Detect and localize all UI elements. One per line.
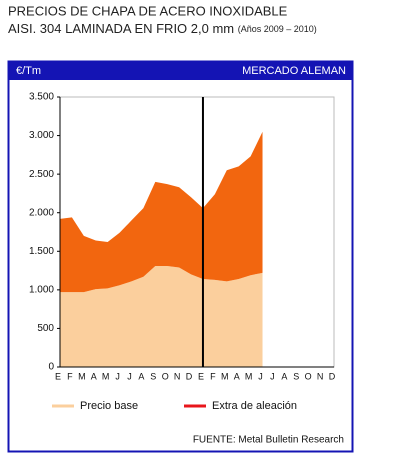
x-tick-label: F bbox=[67, 371, 73, 381]
x-tick-label: M bbox=[78, 371, 86, 381]
x-tick-label: M bbox=[221, 371, 229, 381]
y-axis-label: €/Tm bbox=[16, 65, 41, 77]
x-tick-label: S bbox=[293, 371, 299, 381]
y-tick-label: 3.000 bbox=[29, 130, 54, 141]
y-tick-label: 3.500 bbox=[29, 92, 54, 103]
subtitle-note: (Años 2009 – 2010) bbox=[238, 24, 317, 34]
x-tick-label: D bbox=[186, 371, 193, 381]
x-tick-label: J bbox=[258, 371, 263, 381]
chart-title: PRECIOS DE CHAPA DE ACERO INOXIDABLE bbox=[8, 3, 288, 18]
source: FUENTE: Metal Bulletin Research bbox=[193, 435, 344, 446]
area bbox=[60, 131, 263, 293]
x-tick-label: J bbox=[115, 371, 120, 381]
x-tick-label: D bbox=[329, 371, 336, 381]
x-tick-label: A bbox=[234, 371, 240, 381]
y-tick-label: 1.500 bbox=[29, 246, 54, 257]
x-tick-label: E bbox=[55, 371, 61, 381]
chart-subtitle: AISI. 304 LAMINADA EN FRIO 2,0 mm (Años … bbox=[8, 21, 317, 36]
y-tick-label: 2.500 bbox=[29, 169, 54, 180]
x-tick-label: O bbox=[305, 371, 312, 381]
x-tick-label: N bbox=[317, 371, 324, 381]
y-tick-label: 500 bbox=[37, 323, 54, 334]
x-tick-label: M bbox=[245, 371, 253, 381]
header: MERCADO ALEMAN bbox=[242, 65, 346, 77]
x-tick-label: E bbox=[198, 371, 204, 381]
x-tick-label: A bbox=[138, 371, 144, 381]
x-tick-label: J bbox=[270, 371, 275, 381]
x-tick-label: M bbox=[102, 371, 110, 381]
y-tick-label: 1.000 bbox=[29, 284, 54, 295]
legend-label: Precio base bbox=[80, 400, 138, 412]
header-bar bbox=[8, 61, 353, 80]
legend-label: Extra de aleación bbox=[212, 400, 297, 412]
y-tick-label: 2.000 bbox=[29, 207, 54, 218]
x-tick-label: A bbox=[91, 371, 97, 381]
x-tick-label: A bbox=[281, 371, 287, 381]
area bbox=[60, 265, 263, 367]
x-tick-label: O bbox=[162, 371, 169, 381]
x-tick-label: F bbox=[210, 371, 216, 381]
y-tick-label: 0 bbox=[48, 362, 54, 373]
x-tick-label: S bbox=[150, 371, 156, 381]
x-tick-label: N bbox=[174, 371, 181, 381]
x-tick-label: J bbox=[127, 371, 132, 381]
subtitle: AISI. 304 LAMINADA EN FRIO 2,0 mm bbox=[8, 21, 234, 36]
